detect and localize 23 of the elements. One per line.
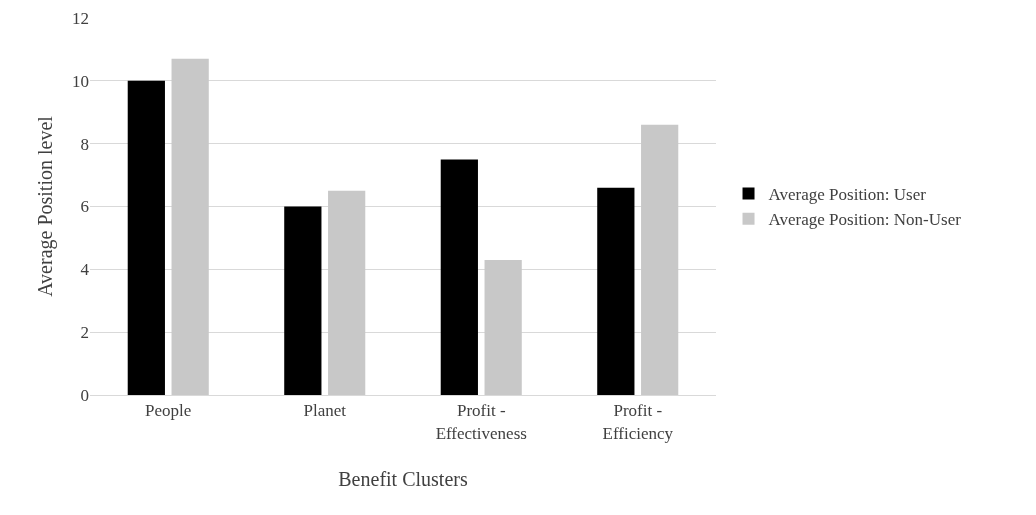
x-axis-title: Benefit Clusters	[338, 468, 468, 490]
y-tick-label: 6	[80, 197, 89, 217]
bar	[328, 190, 366, 395]
y-tick-label: 12	[72, 8, 89, 28]
bar	[484, 259, 522, 395]
x-tick-label: Profit - Effectiveness	[435, 401, 527, 443]
y-tick-label: 10	[72, 71, 89, 91]
x-tick-label: Planet	[303, 401, 347, 421]
y-tick-label: 4	[80, 260, 90, 280]
y-tick-label: 0	[80, 385, 89, 405]
bar	[127, 80, 165, 395]
y-axis-title: Average Position level	[33, 115, 57, 297]
legend-label: Average Position: User	[768, 185, 927, 205]
bar	[284, 206, 322, 395]
bar	[597, 187, 635, 395]
bar	[641, 124, 679, 395]
bar	[440, 159, 478, 395]
x-tick-label: People	[145, 401, 192, 421]
legend-label: Average Position: Non-User	[768, 210, 962, 230]
y-tick-label: 8	[80, 134, 89, 154]
x-tick-label: Profit - Efficiency	[602, 401, 674, 443]
bar	[171, 58, 209, 395]
y-tick-label: 2	[80, 323, 89, 343]
